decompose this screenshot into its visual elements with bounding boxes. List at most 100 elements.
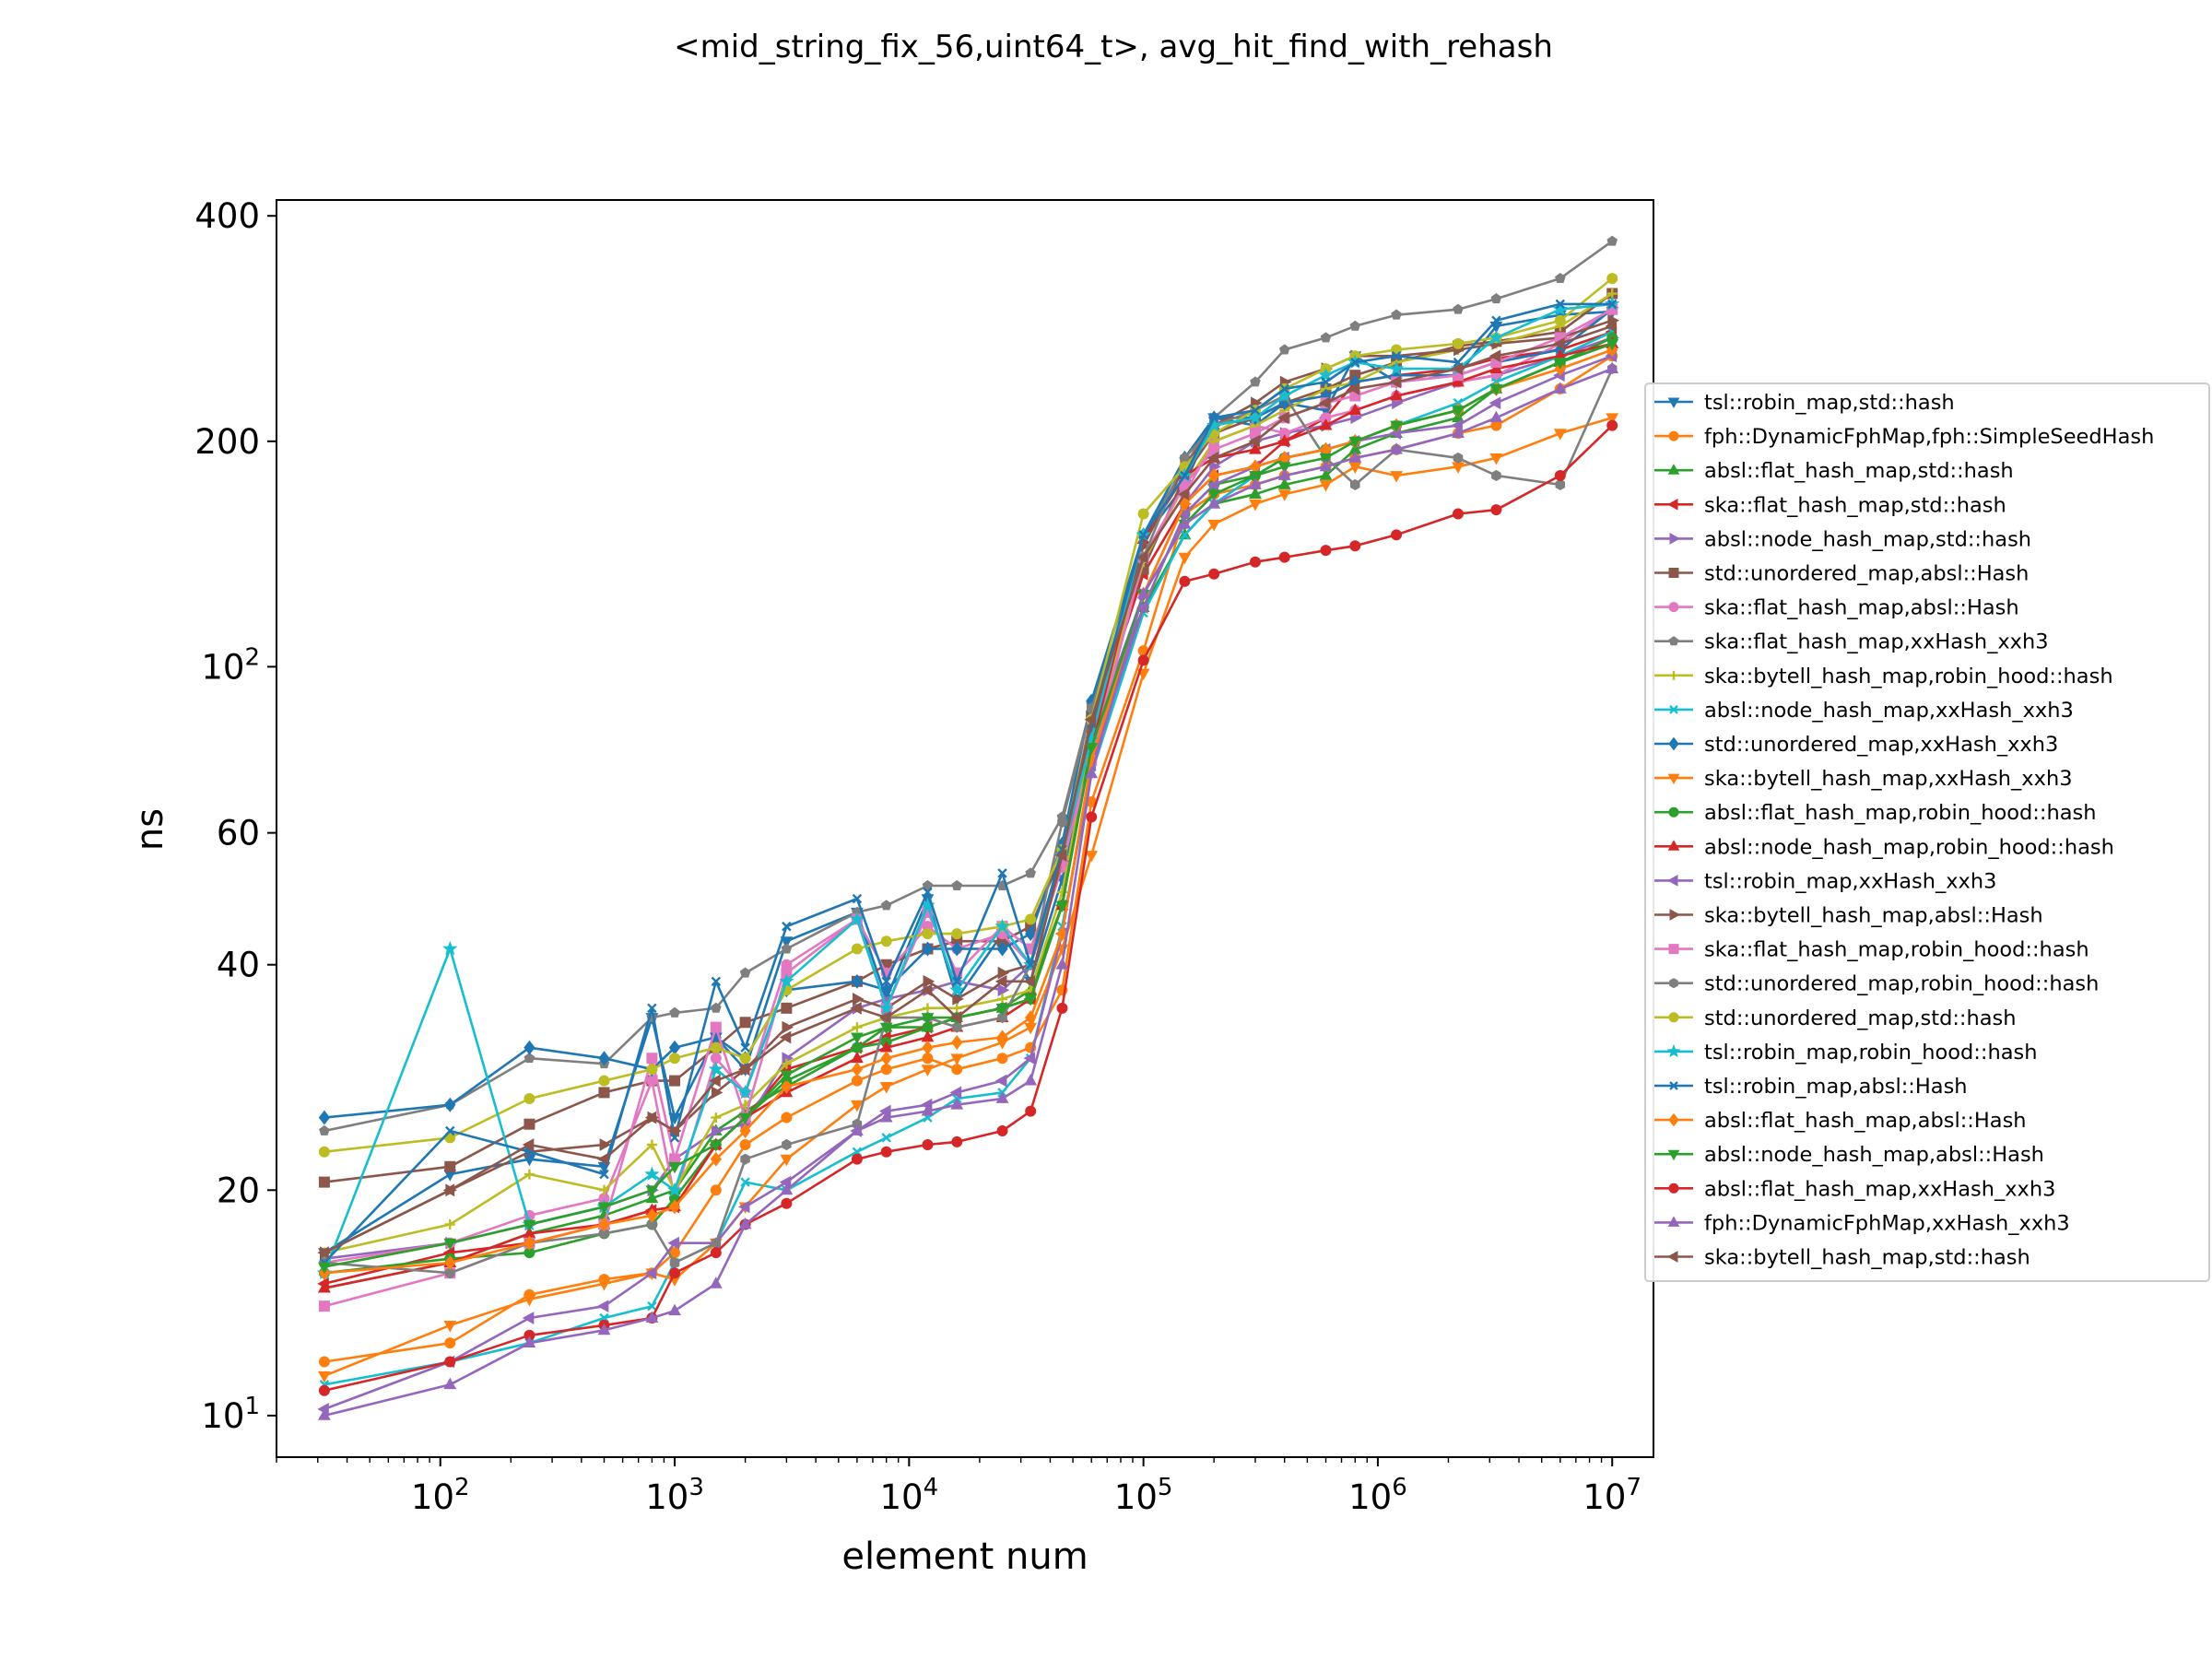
- data-point: [1390, 471, 1403, 483]
- data-point: [1668, 636, 1679, 646]
- legend-label: absl::node_hash_map,xxHash_xxh3: [1704, 699, 2074, 723]
- series-25: [317, 319, 1618, 1260]
- data-point: [949, 1086, 962, 1100]
- data-point: [1554, 314, 1566, 326]
- y-tick-label: 102: [201, 643, 260, 687]
- data-point: [1605, 319, 1618, 333]
- data-point: [1249, 471, 1262, 483]
- tick-base: 10: [1114, 1477, 1158, 1517]
- data-point: [1180, 470, 1190, 481]
- legend-item: ska::flat_hash_map,xxHash_xxh3: [1654, 630, 2049, 654]
- data-point: [1391, 350, 1402, 361]
- data-point: [318, 1384, 330, 1396]
- data-point: [599, 1138, 612, 1151]
- data-point: [667, 1124, 679, 1137]
- x-axis: 102 103 104 105 106 107: [276, 1457, 1641, 1517]
- legend-label: tsl::robin_map,xxHash_xxh3: [1704, 869, 1996, 893]
- data-point: [1453, 508, 1465, 520]
- data-point: [1669, 909, 1681, 921]
- data-point: [739, 1053, 751, 1065]
- data-point: [951, 1064, 963, 1076]
- data-point: [319, 1124, 330, 1135]
- data-point: [1249, 556, 1261, 568]
- x-tick-label: 103: [645, 1474, 704, 1517]
- legend-label: ska::flat_hash_map,absl::Hash: [1704, 596, 2019, 620]
- data-point: [1554, 272, 1566, 284]
- data-point: [442, 1183, 455, 1197]
- data-point: [1491, 315, 1501, 325]
- data-point: [711, 976, 722, 987]
- data-point: [780, 1182, 794, 1195]
- y-tick-label: 20: [217, 1171, 260, 1210]
- data-point: [1668, 736, 1679, 751]
- legend-label: tsl::robin_map,std::hash: [1704, 391, 1955, 415]
- plot-frame: [276, 199, 1654, 1458]
- data-point: [709, 1074, 721, 1088]
- tick-exponent: 1: [244, 1393, 260, 1420]
- data-point: [994, 974, 1007, 988]
- data-point: [949, 1011, 962, 1024]
- data-point: [710, 1247, 722, 1259]
- data-point: [708, 1061, 724, 1077]
- data-point: [1319, 459, 1333, 472]
- data-point: [1350, 357, 1360, 368]
- data-point: [1390, 388, 1403, 401]
- data-point: [596, 1152, 609, 1166]
- data-point: [1024, 994, 1038, 1006]
- data-point: [445, 1125, 455, 1136]
- data-point: [710, 1041, 722, 1053]
- data-point: [1056, 1002, 1068, 1014]
- data-point: [647, 1300, 657, 1312]
- data-point: [1452, 406, 1465, 418]
- data-point: [740, 1042, 750, 1053]
- data-point: [952, 992, 964, 1006]
- data-point: [444, 1097, 456, 1112]
- legend-label: ska::bytell_hash_map,absl::Hash: [1704, 904, 2043, 928]
- data-point: [779, 973, 794, 988]
- data-point: [737, 1063, 750, 1077]
- data-point: [1025, 913, 1037, 925]
- data-point: [522, 1138, 535, 1151]
- data-point: [780, 1070, 794, 1082]
- data-point: [598, 1051, 610, 1066]
- data-point: [997, 1011, 1007, 1024]
- legend-label: tsl::robin_map,absl::Hash: [1704, 1075, 1968, 1099]
- data-point: [879, 1022, 893, 1035]
- data-point: [710, 1151, 722, 1167]
- data-point: [1606, 299, 1618, 310]
- data-point: [996, 1030, 1008, 1045]
- legend-items: tsl::robin_map,std::hashfph::DynamicFphM…: [1654, 391, 2154, 1270]
- data-point: [1606, 419, 1618, 431]
- data-point: [1451, 362, 1463, 375]
- data-point: [669, 1267, 681, 1279]
- data-point: [1348, 403, 1362, 416]
- data-point: [523, 1219, 536, 1232]
- data-point: [1669, 978, 1678, 989]
- data-point: [1669, 670, 1678, 680]
- legend-item: absl::flat_hash_map,xxHash_xxh3: [1654, 1177, 2055, 1201]
- data-point: [922, 1040, 934, 1055]
- data-point: [711, 1112, 722, 1124]
- data-point: [647, 1218, 657, 1230]
- data-point: [1491, 469, 1501, 482]
- legend-item: absl::flat_hash_map,std::hash: [1654, 459, 2014, 483]
- data-point: [711, 1086, 724, 1100]
- data-point: [667, 1236, 679, 1250]
- data-point: [879, 1011, 891, 1024]
- data-point: [1319, 453, 1333, 465]
- data-point: [1349, 320, 1361, 331]
- data-point: [781, 1058, 792, 1069]
- data-point: [1667, 464, 1680, 475]
- series-20: [319, 299, 1618, 1268]
- legend-label: std::unordered_map,robin_hood::hash: [1704, 972, 2099, 996]
- legend-item: absl::node_hash_map,xxHash_xxh3: [1654, 699, 2074, 723]
- data-point: [951, 879, 963, 890]
- y-tick-label: 101: [201, 1393, 260, 1436]
- tick-base: 10: [880, 1477, 924, 1517]
- legend-item: absl::node_hash_map,std::hash: [1654, 527, 2031, 551]
- data-point: [1084, 712, 1097, 726]
- data-point: [646, 1053, 658, 1065]
- data-point: [880, 1146, 892, 1158]
- data-point: [444, 1160, 456, 1172]
- data-point: [596, 1300, 609, 1313]
